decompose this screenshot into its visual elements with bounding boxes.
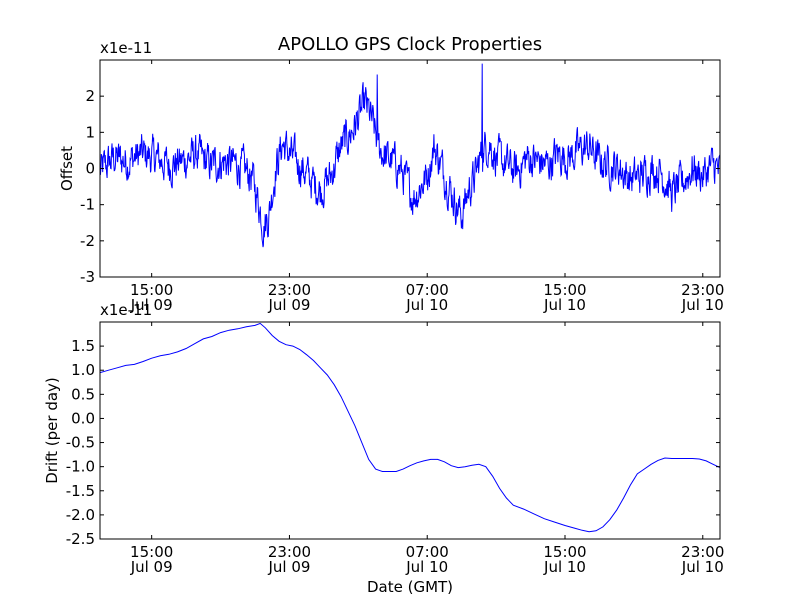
y-tick-label: -2.0 [66, 506, 95, 524]
x-tick-date-label: Jul 09 [130, 296, 173, 314]
y-tick-label: 1.5 [71, 337, 95, 355]
drift-panel: -2.5-2.0-1.5-1.0-0.50.00.51.01.515:00Jul… [43, 301, 724, 596]
x-tick-time-label: 15:00 [130, 543, 173, 561]
x-tick-date-label: Jul 10 [543, 558, 586, 576]
x-tick-time-label: 23:00 [681, 281, 724, 299]
y-tick-label: 0.0 [71, 409, 95, 427]
y-tick-label: -2.5 [66, 530, 95, 548]
x-tick-time-label: 07:00 [406, 543, 449, 561]
y-tick-label: -0.5 [66, 434, 95, 452]
x-tick-date-label: Jul 10 [405, 296, 448, 314]
x-tick-date-label: Jul 10 [543, 296, 586, 314]
x-tick-date-label: Jul 10 [405, 558, 448, 576]
y-tick-label: 0 [85, 160, 95, 178]
axes-frame [99, 321, 721, 540]
x-tick-time-label: 07:00 [406, 281, 449, 299]
y-tick-label: -1 [80, 196, 95, 214]
y-tick-label: -1.5 [66, 482, 95, 500]
y-tick-label: 1 [85, 123, 95, 141]
y-axis-label: Offset [58, 146, 76, 191]
x-tick-date-label: Jul 10 [681, 296, 724, 314]
x-tick-time-label: 23:00 [268, 543, 311, 561]
axis-scale-label: x1e-11 [100, 301, 152, 319]
drift-series-line [100, 322, 720, 533]
x-tick-date-label: Jul 10 [681, 558, 724, 576]
y-axis-label: Drift (per day) [43, 377, 61, 484]
y-tick-label: -2 [80, 232, 95, 250]
y-tick-label: 2 [85, 87, 95, 105]
offset-series-line [100, 63, 720, 248]
x-tick-time-label: 23:00 [681, 543, 724, 561]
y-tick-label: -1.0 [66, 458, 95, 476]
figure-title: APOLLO GPS Clock Properties [278, 34, 542, 55]
x-tick-date-label: Jul 09 [267, 558, 310, 576]
y-tick-label: -3 [80, 268, 95, 286]
x-tick-date-label: Jul 09 [130, 558, 173, 576]
x-tick-time-label: 23:00 [268, 281, 311, 299]
x-tick-time-label: 15:00 [130, 281, 173, 299]
y-tick-label: 1.0 [71, 361, 95, 379]
x-tick-time-label: 15:00 [543, 281, 586, 299]
axis-scale-label: x1e-11 [100, 39, 152, 57]
y-tick-label: 0.5 [71, 385, 95, 403]
x-axis-label: Date (GMT) [367, 578, 453, 596]
x-tick-date-label: Jul 09 [267, 296, 310, 314]
axes-frame [99, 59, 721, 278]
x-tick-time-label: 15:00 [543, 543, 586, 561]
